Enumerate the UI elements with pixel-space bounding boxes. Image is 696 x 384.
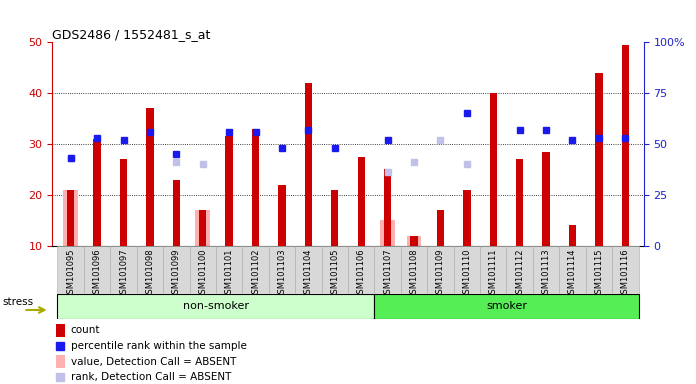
Bar	[507, 246, 533, 294]
Text: GSM101110: GSM101110	[462, 248, 471, 299]
Bar	[480, 246, 507, 294]
Bar	[173, 180, 180, 246]
Bar	[278, 185, 285, 246]
Text: GSM101100: GSM101100	[198, 248, 207, 299]
Bar	[84, 246, 110, 294]
Bar	[516, 159, 523, 246]
Bar	[612, 246, 638, 294]
Text: GSM101099: GSM101099	[172, 248, 181, 299]
Bar	[136, 246, 163, 294]
Bar	[199, 210, 207, 246]
Text: percentile rank within the sample: percentile rank within the sample	[71, 341, 246, 351]
Bar	[63, 190, 78, 246]
Bar	[322, 246, 348, 294]
Bar	[196, 210, 210, 246]
Text: GSM101109: GSM101109	[436, 248, 445, 299]
Text: rank, Detection Call = ABSENT: rank, Detection Call = ABSENT	[71, 372, 231, 382]
Bar	[216, 246, 242, 294]
Text: GSM101111: GSM101111	[489, 248, 498, 299]
Bar	[163, 246, 189, 294]
Bar	[374, 246, 401, 294]
Bar	[586, 246, 612, 294]
Bar	[595, 73, 603, 246]
Bar	[358, 157, 365, 246]
Bar	[427, 246, 454, 294]
Text: GSM101113: GSM101113	[541, 248, 551, 299]
Bar	[380, 220, 395, 246]
Text: GSM101101: GSM101101	[225, 248, 234, 299]
Bar	[189, 246, 216, 294]
Text: GSM101105: GSM101105	[331, 248, 339, 299]
Bar	[401, 246, 427, 294]
Bar	[560, 246, 586, 294]
Text: smoker: smoker	[486, 301, 527, 311]
Bar	[384, 169, 391, 246]
Text: GSM101115: GSM101115	[594, 248, 603, 299]
Text: count: count	[71, 326, 100, 336]
Bar	[622, 45, 629, 246]
Bar	[226, 136, 233, 246]
Bar	[411, 236, 418, 246]
Bar	[58, 246, 84, 294]
Bar	[374, 294, 638, 319]
Text: GSM101103: GSM101103	[278, 248, 287, 299]
Bar	[406, 236, 421, 246]
Bar	[542, 152, 550, 246]
Bar	[436, 210, 444, 246]
Text: GSM101097: GSM101097	[119, 248, 128, 299]
Bar	[58, 294, 374, 319]
Bar	[56, 355, 65, 368]
Text: stress: stress	[3, 298, 33, 308]
Bar	[146, 108, 154, 246]
Bar	[93, 139, 101, 246]
Bar	[110, 246, 136, 294]
Text: GSM101098: GSM101098	[145, 248, 155, 299]
Text: GSM101096: GSM101096	[93, 248, 102, 299]
Bar	[67, 190, 74, 246]
Bar	[120, 159, 127, 246]
Bar	[295, 246, 322, 294]
Bar	[569, 225, 576, 246]
Bar	[242, 246, 269, 294]
Bar	[533, 246, 560, 294]
Text: non-smoker: non-smoker	[183, 301, 249, 311]
Text: GSM101102: GSM101102	[251, 248, 260, 299]
Bar	[331, 190, 338, 246]
Text: GSM101112: GSM101112	[515, 248, 524, 299]
Text: GSM101114: GSM101114	[568, 248, 577, 299]
Bar	[305, 83, 312, 246]
Bar	[463, 190, 470, 246]
Bar	[489, 93, 497, 246]
Bar	[454, 246, 480, 294]
Text: GSM101116: GSM101116	[621, 248, 630, 299]
Bar	[56, 324, 65, 337]
Text: GSM101107: GSM101107	[383, 248, 392, 299]
Bar	[348, 246, 374, 294]
Text: GSM101104: GSM101104	[304, 248, 313, 299]
Text: GSM101095: GSM101095	[66, 248, 75, 299]
Text: GSM101108: GSM101108	[409, 248, 418, 299]
Text: GDS2486 / 1552481_s_at: GDS2486 / 1552481_s_at	[52, 28, 211, 41]
Bar	[269, 246, 295, 294]
Text: value, Detection Call = ABSENT: value, Detection Call = ABSENT	[71, 357, 236, 367]
Bar	[252, 129, 259, 246]
Text: GSM101106: GSM101106	[357, 248, 365, 299]
